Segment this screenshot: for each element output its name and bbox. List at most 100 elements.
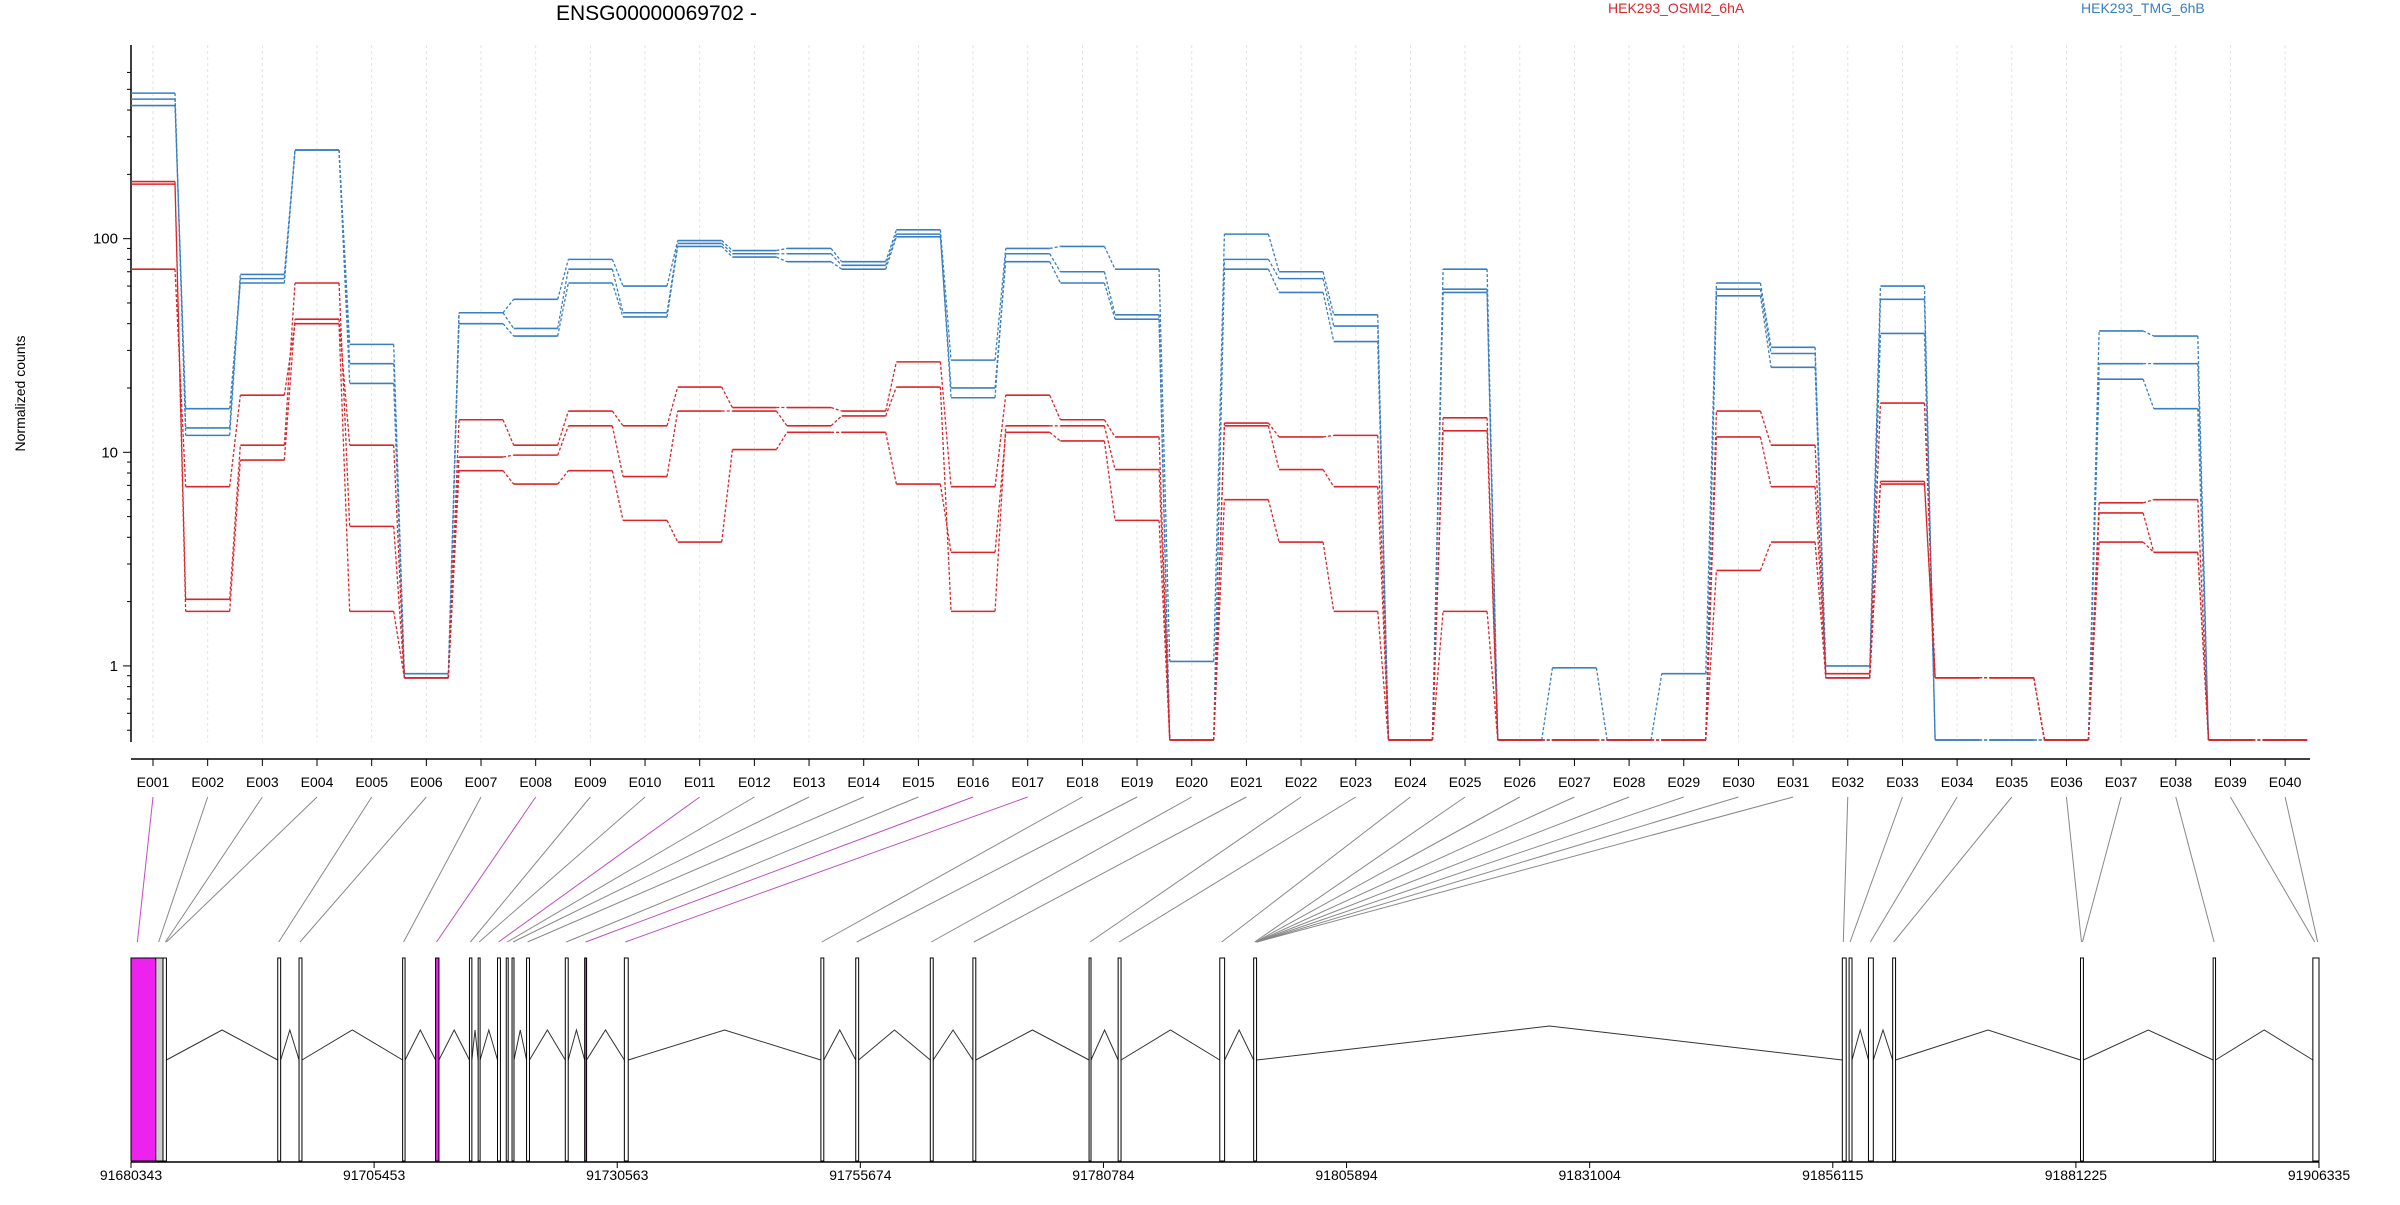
exon-connector: [470, 796, 591, 943]
exon: [972, 957, 977, 1162]
connector: [1213, 234, 1226, 662]
intron: [471, 1029, 479, 1061]
connector: [1103, 425, 1116, 470]
intron: [586, 1029, 625, 1061]
connector: [229, 278, 241, 436]
connector: [994, 248, 1007, 361]
exon-connector: [512, 796, 810, 943]
connector: [994, 432, 1007, 553]
connector: [502, 312, 515, 329]
exon-connector: [506, 796, 755, 943]
connector: [1595, 667, 1608, 741]
connector: [174, 105, 187, 409]
connector: [775, 431, 788, 450]
connector: [1705, 570, 1718, 741]
x-tick-label: E037: [2105, 774, 2138, 790]
connector: [283, 282, 296, 446]
exon: [477, 957, 481, 1162]
connector: [885, 361, 898, 412]
x-tick-label: E019: [1121, 774, 1154, 790]
intron: [823, 1028, 857, 1061]
connector: [1267, 268, 1280, 293]
intron: [1851, 1028, 1869, 1061]
connector: [776, 247, 788, 252]
x-tick-label: E040: [2269, 774, 2302, 790]
exon-connector: [1256, 796, 1630, 943]
connector: [721, 240, 733, 251]
connector: [1650, 673, 1663, 741]
connector: [2197, 363, 2210, 741]
x-tick-label: E023: [1339, 774, 1372, 790]
connector: [557, 410, 569, 446]
exon: [526, 957, 530, 1162]
connector: [2142, 378, 2155, 409]
connector: [229, 445, 241, 600]
x-tick-label: E002: [191, 774, 224, 790]
intron: [2215, 1029, 2314, 1061]
connector: [502, 470, 515, 485]
intron: [1895, 1029, 2081, 1061]
connector: [885, 229, 897, 262]
y-tick-label: 1: [110, 658, 118, 675]
connector: [1322, 541, 1335, 612]
intron: [1224, 1028, 1255, 1061]
exon-connector: [478, 796, 646, 943]
connector: [1158, 469, 1171, 741]
genomic-tick-label: 91906335: [2288, 1167, 2351, 1183]
connector: [1869, 403, 1882, 674]
connector: [1158, 319, 1171, 741]
intron: [404, 1028, 437, 1061]
intron: [858, 1029, 931, 1061]
x-tick-label: E014: [847, 774, 880, 790]
connector: [283, 323, 296, 396]
connector: [1705, 411, 1718, 741]
connector: [2197, 408, 2210, 741]
connector: [611, 259, 624, 287]
exon: [1219, 957, 1226, 1162]
x-tick-label: E003: [246, 774, 279, 790]
series-6: [131, 268, 2308, 741]
x-tick-label: E022: [1285, 774, 1318, 790]
connector: [1869, 484, 1882, 678]
exon: [277, 957, 282, 1162]
legend-entry-tmg: HEK293_TMG_6hB: [2081, 0, 2205, 16]
connector: [611, 470, 624, 521]
connector: [830, 415, 843, 427]
connector: [393, 611, 405, 678]
x-tick-label: E013: [793, 774, 826, 790]
connector: [885, 386, 897, 417]
x-tick-label: E007: [465, 774, 498, 790]
connector: [1431, 430, 1444, 741]
connector: [1213, 499, 1226, 741]
connector: [666, 243, 679, 313]
exon: [2079, 957, 2084, 1162]
connector: [1377, 611, 1390, 741]
connector: [666, 410, 679, 477]
x-tick-label: E031: [1777, 774, 1810, 790]
genomic-tick-label: 91730563: [586, 1167, 649, 1183]
connector: [885, 233, 897, 266]
x-tick-label: E030: [1722, 774, 1755, 790]
connector: [1322, 278, 1335, 327]
x-tick-label: E004: [301, 774, 334, 790]
connector: [2087, 512, 2100, 741]
connector: [1705, 295, 1718, 741]
exon-connector: [1849, 796, 1903, 943]
connector: [939, 483, 952, 553]
exon: [1848, 957, 1853, 1162]
x-tick-label: E021: [1230, 774, 1263, 790]
exon: [162, 957, 167, 1162]
exon: [2212, 957, 2217, 1162]
connector: [611, 268, 624, 313]
series-1: [131, 92, 2308, 741]
series-2: [131, 98, 2308, 741]
connector: [447, 470, 460, 678]
exon-connector: [1256, 796, 1739, 943]
connector: [502, 419, 515, 446]
exon-connector: [2175, 796, 2215, 943]
genomic-tick-label: 91680343: [100, 1167, 163, 1183]
connector: [939, 387, 952, 612]
exon: [130, 957, 157, 1162]
x-tick-label: E029: [1667, 774, 1700, 790]
